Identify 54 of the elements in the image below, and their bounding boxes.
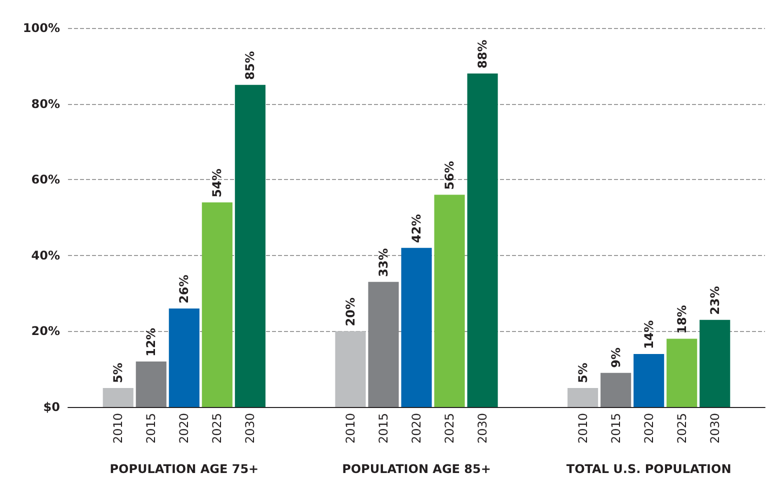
text: 2015 [376, 413, 390, 444]
text: 2020 [410, 413, 424, 444]
y-tick-label: 100% [22, 21, 60, 35]
bar [368, 282, 399, 407]
bar [202, 202, 232, 407]
bar [234, 84, 266, 407]
y-tick-label: $0 [43, 400, 60, 414]
data-label: 42% [410, 214, 424, 243]
text: 2015 [608, 413, 623, 444]
data-label: 23% [708, 286, 722, 315]
bar [401, 248, 432, 407]
text: 2025 [442, 413, 457, 444]
y-tick-label: 80% [31, 96, 60, 111]
data-label: 85% [243, 51, 258, 80]
data-label: 20% [343, 297, 358, 326]
data-label: 9% [608, 348, 623, 368]
text: 2030 [708, 413, 722, 444]
data-label: 5% [111, 362, 126, 384]
bar [634, 354, 664, 407]
data-label: 88% [476, 40, 490, 68]
data-label: 33% [376, 248, 390, 277]
bar [467, 73, 498, 407]
text: 2010 [576, 413, 590, 444]
x-tick-label: POPULATION AGE 85+ [342, 462, 491, 476]
x-tick-label: POPULATION AGE 75+ [110, 462, 259, 476]
data-label: 26% [177, 274, 192, 304]
bar [434, 194, 465, 407]
bar [666, 338, 698, 407]
text: 2015 [144, 413, 158, 444]
x-tick-label: TOTAL U.S. POPULATION [566, 462, 732, 476]
data-label: 18% [674, 305, 689, 334]
text: 2030 [476, 413, 490, 444]
bar [168, 308, 200, 407]
data-label: 54% [210, 168, 224, 198]
text: 2025 [210, 413, 224, 444]
bar [700, 320, 730, 407]
text: 2020 [642, 413, 656, 444]
data-label: 56% [442, 161, 457, 190]
text: 2010 [111, 413, 126, 444]
bar [600, 372, 632, 407]
text: 2010 [343, 413, 358, 444]
data-label: 12% [144, 328, 158, 357]
y-tick-label: 60% [31, 172, 60, 187]
data-label: 5% [576, 362, 590, 384]
text: 2020 [177, 413, 192, 444]
bar [568, 388, 598, 407]
data-label: 14% [642, 320, 656, 349]
text: 2025 [674, 413, 689, 444]
y-tick-label: 20% [31, 324, 60, 338]
bar [136, 362, 166, 407]
bar [335, 331, 366, 407]
bar [102, 388, 134, 407]
text: 2030 [243, 413, 258, 444]
y-tick-label: 40% [31, 248, 60, 262]
